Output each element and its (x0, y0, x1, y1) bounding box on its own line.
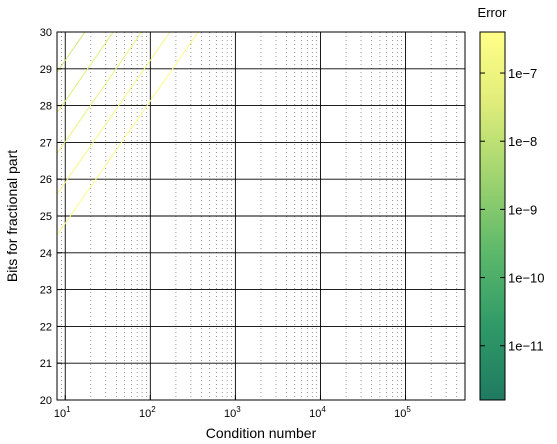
x-tick-label: 105 (394, 405, 411, 420)
x-tick-label: 101 (54, 405, 71, 420)
colorbar-tick-label: 1e−7 (508, 66, 537, 81)
x-tick: 104 (309, 395, 326, 420)
x-tick-label: 102 (139, 405, 156, 420)
x-tick-label: 104 (309, 405, 326, 420)
y-tick-label: 27 (40, 137, 52, 149)
y-tick-label: 24 (40, 248, 52, 260)
x-axis-ticks: 101 102 103 104 105 (54, 395, 411, 420)
contour-lines (57, 32, 199, 236)
y-axis-label: Bits for fractional part (4, 150, 20, 282)
y-tick-label: 20 (40, 395, 52, 407)
y-tick-label: 26 (40, 174, 52, 186)
contour-line (57, 32, 199, 236)
x-tick: 101 (54, 395, 71, 420)
y-tick-label: 25 (40, 211, 52, 223)
contour-line (57, 32, 114, 114)
colorbar-title: Error (478, 5, 508, 20)
x-tick-label: 103 (224, 405, 241, 420)
y-tick-label: 30 (40, 27, 52, 39)
contour-line (57, 32, 171, 196)
colorbar-tick-label: 1e−8 (508, 134, 537, 149)
colorbar-gradient (479, 31, 506, 401)
colorbar-tick-label: 1e−10 (508, 271, 545, 286)
colorbar-ticks: 1e−7 1e−8 1e−9 1e−10 1e−11 (480, 66, 545, 354)
x-tick: 105 (394, 395, 411, 420)
x-tick: 102 (139, 395, 156, 420)
x-tick: 103 (224, 395, 241, 420)
y-tick-label: 29 (40, 64, 52, 76)
y-tick-label: 22 (40, 321, 52, 333)
colorbar-tick-label: 1e−9 (508, 202, 537, 217)
plot-area: 101 102 103 104 105 20 21 22 23 24 25 26 27 28 29 30 (40, 27, 466, 420)
colorbar: Error 1e−7 1e−8 1e−9 1e−10 1e−11 (478, 5, 545, 401)
y-axis-ticks: 20 21 22 23 24 25 26 27 28 29 30 (40, 27, 62, 407)
y-tick-label: 28 (40, 101, 52, 113)
contour-line (57, 32, 143, 155)
y-tick-label: 23 (40, 285, 52, 297)
x-axis-label: Condition number (206, 425, 317, 441)
y-tick-label: 21 (40, 358, 52, 370)
colorbar-tick-label: 1e−11 (508, 339, 544, 354)
